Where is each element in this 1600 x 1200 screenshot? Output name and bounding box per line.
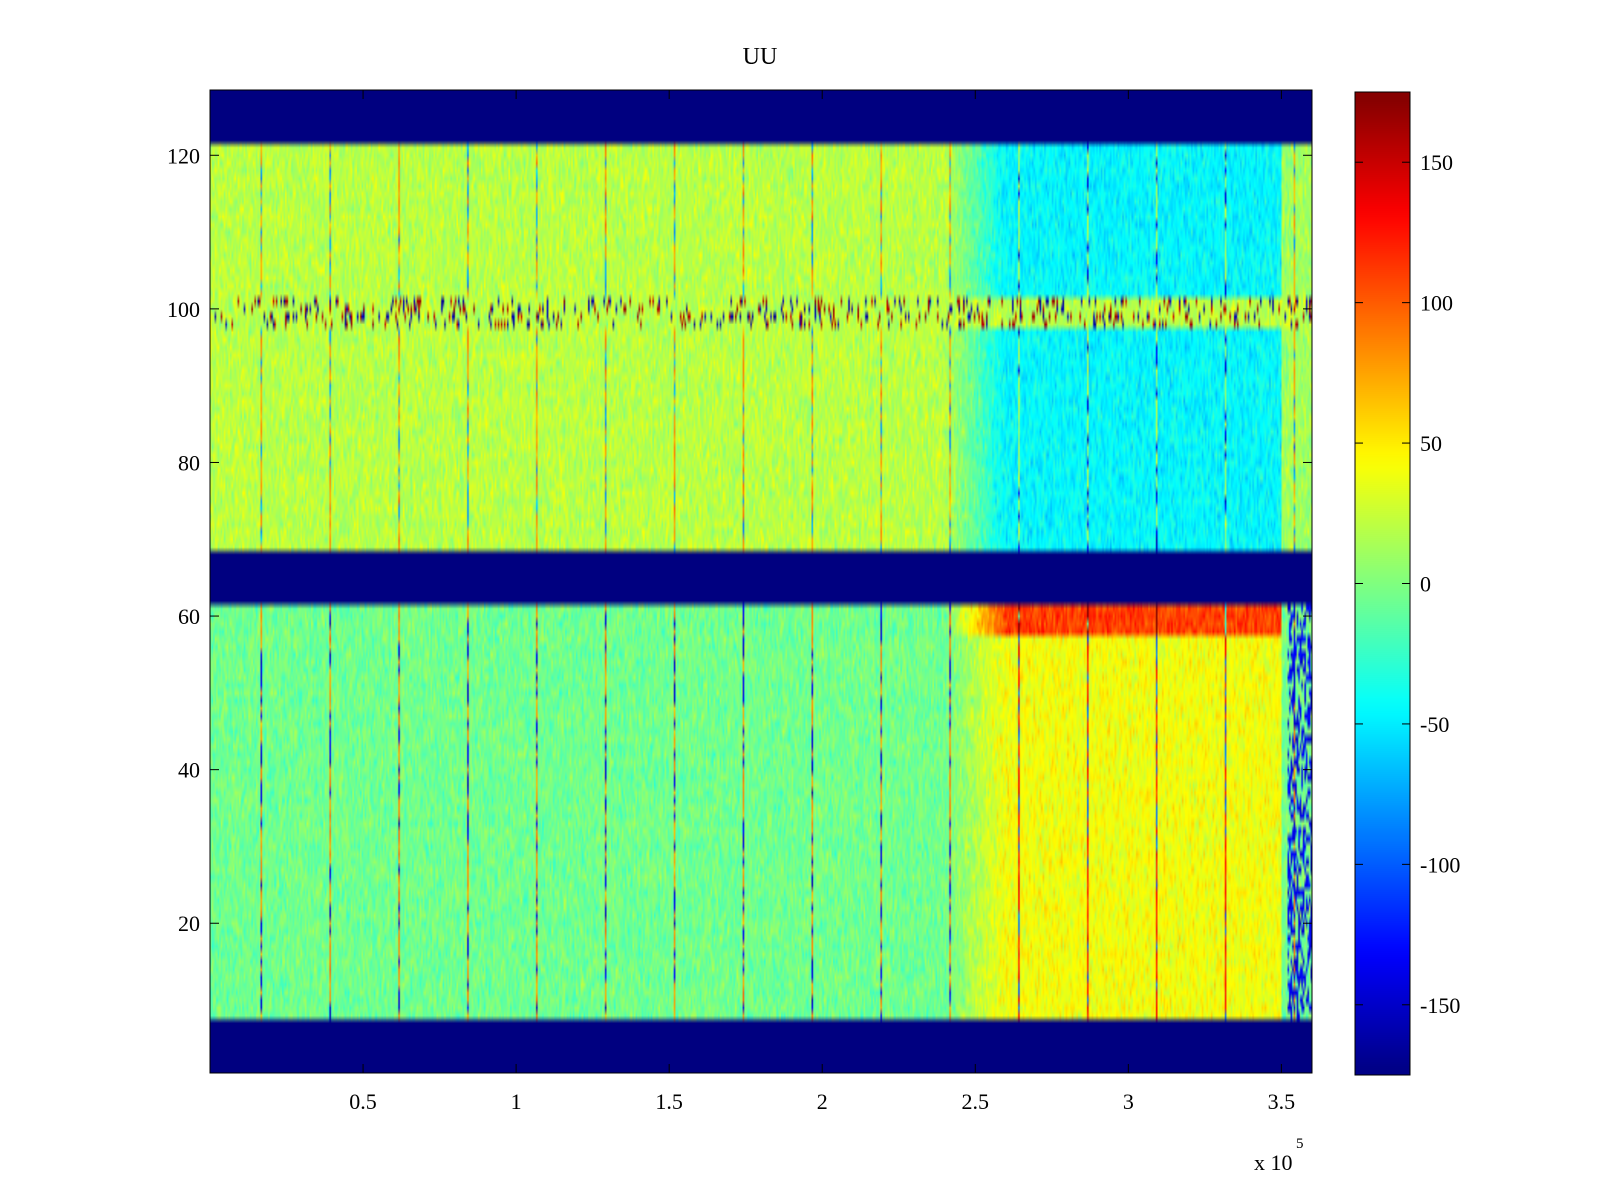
colorbar-tick-label: -150 <box>1420 993 1460 1018</box>
x-tick: 2.5 <box>962 90 990 1114</box>
colorbar-tick-label: 50 <box>1420 431 1442 456</box>
y-tick: 100 <box>167 297 1312 322</box>
x-exponent-power: 5 <box>1296 1136 1304 1152</box>
plot-frame <box>209 89 1313 1074</box>
heatmap-plot-area <box>209 89 1313 1074</box>
y-tick-label: 80 <box>178 450 200 475</box>
y-tick: 20 <box>178 911 1312 936</box>
colorbar-tick: 50 <box>1355 431 1442 456</box>
colorbar-tick: 150 <box>1355 150 1453 175</box>
y-tick-label: 60 <box>178 604 200 629</box>
colorbar-tick-label: 0 <box>1420 572 1431 597</box>
colorbar-gradient <box>1355 92 1410 1075</box>
colorbar-tick-label: -50 <box>1420 712 1449 737</box>
colorbar-tick-label: 100 <box>1420 291 1453 316</box>
x-tick: 1 <box>511 90 522 1114</box>
x-exponent-base: x 10 <box>1254 1150 1293 1175</box>
chart-title: UU <box>743 44 778 70</box>
y-tick: 40 <box>178 758 1312 783</box>
y-tick: 60 <box>178 604 1312 629</box>
x-tick-label: 1.5 <box>655 1089 683 1114</box>
colorbar-tick: 0 <box>1355 572 1431 597</box>
colorbar: 150 100 50 0 -50 -100 -150 <box>1354 91 1460 1076</box>
colorbar-tick-label: 150 <box>1420 150 1453 175</box>
x-tick-label: 3 <box>1123 1089 1134 1114</box>
x-axis: 0.5 1 1.5 2 2.5 3 3.5 <box>349 90 1295 1114</box>
colorbar-tick-label: -100 <box>1420 852 1460 877</box>
x-tick: 3 <box>1123 90 1134 1114</box>
x-tick-label: 2.5 <box>962 1089 990 1114</box>
y-tick-label: 100 <box>167 297 200 322</box>
x-tick: 1.5 <box>655 90 683 1114</box>
y-tick-label: 20 <box>178 911 200 936</box>
colorbar-tick: -100 <box>1355 852 1460 877</box>
x-tick-label: 0.5 <box>349 1089 377 1114</box>
x-tick: 0.5 <box>349 90 377 1114</box>
colorbar-tick: -150 <box>1355 993 1460 1018</box>
colorbar-axis: 150 100 50 0 -50 -100 -150 <box>1355 150 1460 1018</box>
y-tick-label: 120 <box>167 143 200 168</box>
x-exponent-label: x 10 5 <box>1254 1136 1304 1175</box>
colorbar-tick: -50 <box>1355 712 1449 737</box>
x-tick-label: 2 <box>817 1089 828 1114</box>
x-tick: 2 <box>817 90 828 1114</box>
y-axis: 20 40 60 80 100 120 <box>167 143 1312 936</box>
heatmap-image <box>210 90 1312 1073</box>
y-tick: 80 <box>178 450 1312 475</box>
x-tick-label: 1 <box>511 1089 522 1114</box>
x-tick: 3.5 <box>1268 90 1296 1114</box>
y-tick-label: 40 <box>178 758 200 783</box>
colorbar-tick: 100 <box>1355 291 1453 316</box>
y-tick: 120 <box>167 143 1312 168</box>
x-tick-label: 3.5 <box>1268 1089 1296 1114</box>
